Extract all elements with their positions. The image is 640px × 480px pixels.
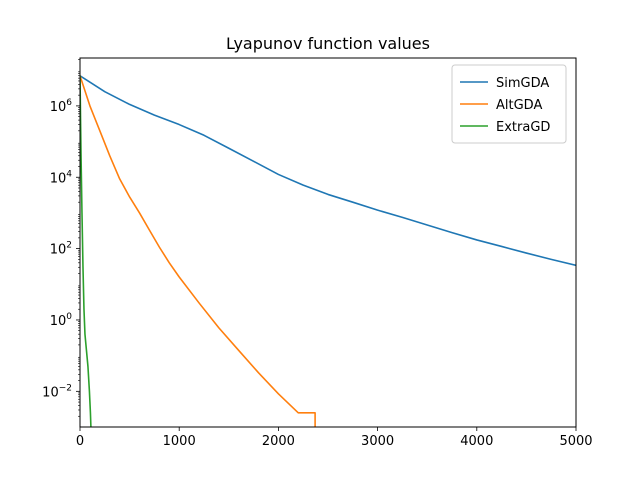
legend-label-altgda: AltGDA xyxy=(496,98,542,113)
legend-label-simgda: SimGDA xyxy=(496,76,549,91)
y-tick-label-base: 10 xyxy=(50,100,67,115)
plot-frame xyxy=(79,57,577,428)
legend-box xyxy=(451,64,567,144)
x-axis: 0 1000 2000 3000 4000 5000 xyxy=(76,427,593,449)
y-tick-label-exponent: 2 xyxy=(66,241,72,251)
x-tick-label: 5000 xyxy=(559,434,592,449)
legend-label-extragd: ExtraGD xyxy=(496,120,550,135)
y-tick-label: 104 xyxy=(50,169,73,186)
y-tick-label-base: 10 xyxy=(50,314,67,329)
y-tick-label: 102 xyxy=(50,241,72,258)
series-layer xyxy=(80,75,576,427)
y-tick-label: 10−2 xyxy=(42,383,72,400)
y-tick-label-exponent: −2 xyxy=(59,383,72,393)
x-tick-label: 2000 xyxy=(262,434,295,449)
chart-title: Lyapunov function values xyxy=(226,34,430,53)
y-tick-label-base: 10 xyxy=(42,385,59,400)
y-tick-label-base: 10 xyxy=(50,243,67,258)
x-tick-label: 3000 xyxy=(361,434,394,449)
y-tick-label-exponent: 0 xyxy=(66,312,72,322)
legend: SimGDA AltGDA ExtraGD xyxy=(451,64,567,144)
y-tick-label-base: 10 xyxy=(50,171,67,186)
y-tick-label-exponent: 4 xyxy=(66,169,72,179)
y-tick-label-exponent: 6 xyxy=(66,98,72,108)
y-tick-label: 106 xyxy=(50,98,73,115)
x-tick-label: 0 xyxy=(76,434,84,449)
x-tick-label: 1000 xyxy=(163,434,196,449)
series-line-extragd xyxy=(80,75,92,427)
x-tick-label: 4000 xyxy=(460,434,493,449)
y-tick-label: 100 xyxy=(50,312,73,329)
series-line-simgda xyxy=(80,75,576,267)
series-line-altgda xyxy=(80,75,316,427)
